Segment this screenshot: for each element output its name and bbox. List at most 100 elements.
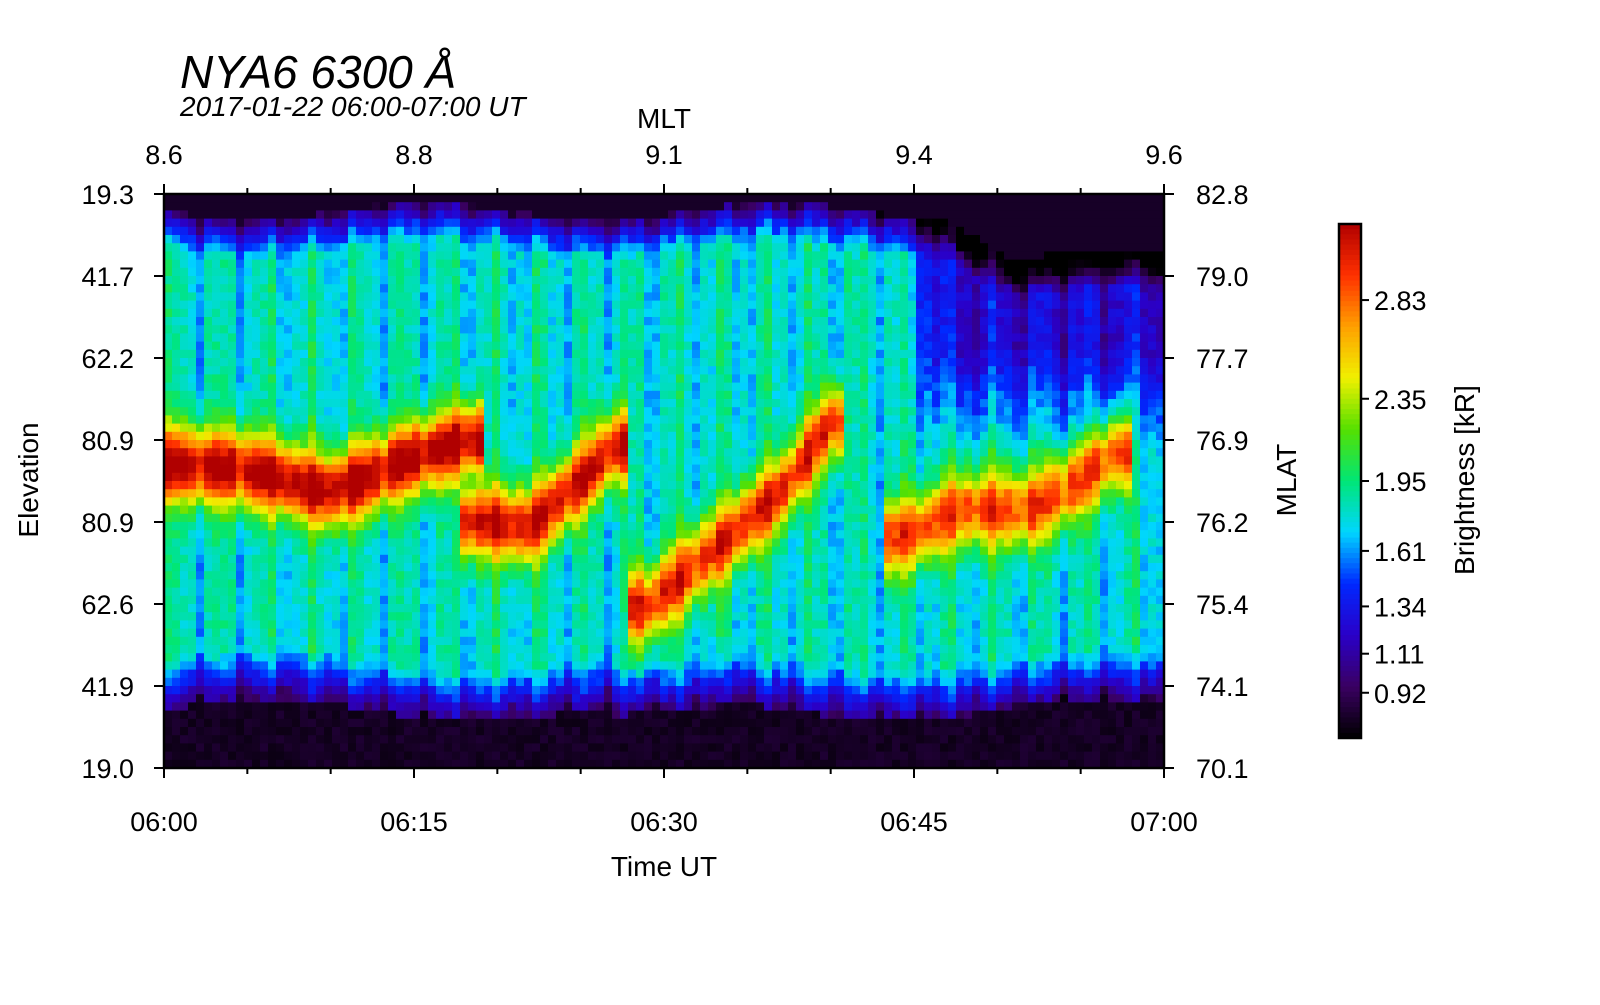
- colorbar-segment: [1339, 568, 1361, 574]
- colorbar-segment: [1339, 507, 1361, 513]
- x-tick-label: 07:00: [1130, 807, 1198, 837]
- y-tick-label: 80.9: [81, 508, 134, 538]
- colorbar: 2.832.351.951.611.341.110.92: [1339, 224, 1427, 739]
- colorbar-segment: [1339, 681, 1361, 687]
- colorbar-segment: [1339, 553, 1361, 559]
- colorbar-segment: [1339, 445, 1361, 451]
- x-axis-title: Time UT: [611, 851, 717, 882]
- colorbar-segment: [1339, 250, 1361, 256]
- colorbar-segment: [1339, 347, 1361, 353]
- y-tick-label: 41.7: [81, 262, 134, 292]
- colorbar-tick-label: 1.95: [1374, 467, 1427, 497]
- x2-tick-label: 9.4: [895, 140, 933, 170]
- colorbar-segment: [1339, 383, 1361, 389]
- colorbar-segment: [1339, 419, 1361, 425]
- colorbar-segment: [1339, 424, 1361, 430]
- colorbar-segment: [1339, 697, 1361, 703]
- x2-tick-label: 9.6: [1145, 140, 1183, 170]
- colorbar-segment: [1339, 543, 1361, 549]
- colorbar-segment: [1339, 589, 1361, 595]
- colorbar-segment: [1339, 255, 1361, 261]
- colorbar-segment: [1339, 496, 1361, 502]
- x2-tick-label: 8.6: [145, 140, 183, 170]
- colorbar-segment: [1339, 322, 1361, 328]
- colorbar-segment: [1339, 630, 1361, 636]
- colorbar-segment: [1339, 270, 1361, 276]
- colorbar-segment: [1339, 301, 1361, 307]
- colorbar-tick-label: 1.34: [1374, 592, 1427, 622]
- colorbar-segment: [1339, 245, 1361, 251]
- colorbar-segment: [1339, 635, 1361, 641]
- colorbar-segment: [1339, 296, 1361, 302]
- colorbar-segment: [1339, 234, 1361, 240]
- colorbar-segment: [1339, 291, 1361, 297]
- colorbar-segment: [1339, 337, 1361, 343]
- colorbar-segment: [1339, 430, 1361, 436]
- colorbar-segment: [1339, 260, 1361, 266]
- x-tick-label: 06:15: [380, 807, 448, 837]
- colorbar-segment: [1339, 707, 1361, 713]
- colorbar-segment: [1339, 281, 1361, 287]
- colorbar-segment: [1339, 512, 1361, 518]
- colorbar-segment: [1339, 466, 1361, 472]
- colorbar-segment: [1339, 440, 1361, 446]
- colorbar-segment: [1339, 388, 1361, 394]
- colorbar-segment: [1339, 538, 1361, 544]
- y-tick-label: 19.0: [81, 754, 134, 784]
- colorbar-segment: [1339, 671, 1361, 677]
- colorbar-segment: [1339, 620, 1361, 626]
- colorbar-segment: [1339, 414, 1361, 420]
- colorbar-segment: [1339, 404, 1361, 410]
- y2-axis-title: MLAT: [1271, 444, 1302, 517]
- colorbar-segment: [1339, 563, 1361, 569]
- colorbar-segment: [1339, 409, 1361, 415]
- colorbar-segment: [1339, 527, 1361, 533]
- colorbar-segment: [1339, 625, 1361, 631]
- y2-tick-label: 75.4: [1196, 590, 1249, 620]
- x-tick-label: 06:00: [130, 807, 198, 837]
- colorbar-segment: [1339, 692, 1361, 698]
- colorbar-segment: [1339, 476, 1361, 482]
- colorbar-segment: [1339, 594, 1361, 600]
- colorbar-segment: [1339, 399, 1361, 405]
- colorbar-segment: [1339, 363, 1361, 369]
- colorbar-segment: [1339, 368, 1361, 374]
- colorbar-tick-label: 2.35: [1374, 385, 1427, 415]
- x-tick-label: 06:45: [880, 807, 948, 837]
- colorbar-segment: [1339, 676, 1361, 682]
- colorbar-segment: [1339, 311, 1361, 317]
- y2-tick-label: 70.1: [1196, 754, 1249, 784]
- colorbar-segment: [1339, 491, 1361, 497]
- colorbar-segment: [1339, 532, 1361, 538]
- colorbar-segment: [1339, 579, 1361, 585]
- x-tick-label: 06:30: [630, 807, 698, 837]
- heatmap-plot: [164, 194, 1165, 769]
- colorbar-segment: [1339, 502, 1361, 508]
- colorbar-segment: [1339, 558, 1361, 564]
- y-tick-label: 41.9: [81, 672, 134, 702]
- colorbar-segment: [1339, 239, 1361, 245]
- x2-axis-title: MLT: [637, 103, 691, 134]
- x2-tick-label: 8.8: [395, 140, 433, 170]
- colorbar-segment: [1339, 373, 1361, 379]
- colorbar-segment: [1339, 548, 1361, 554]
- colorbar-segment: [1339, 702, 1361, 708]
- colorbar-segment: [1339, 656, 1361, 662]
- y-tick-label: 19.3: [81, 180, 134, 210]
- colorbar-segment: [1339, 661, 1361, 667]
- colorbar-segment: [1339, 435, 1361, 441]
- colorbar-segment: [1339, 317, 1361, 323]
- y-tick-label: 80.9: [81, 426, 134, 456]
- colorbar-segment: [1339, 460, 1361, 466]
- colorbar-tick-label: 2.83: [1374, 286, 1427, 316]
- colorbar-title: Brightness [kR]: [1449, 385, 1480, 575]
- colorbar-segment: [1339, 394, 1361, 400]
- colorbar-segment: [1339, 353, 1361, 359]
- y2-tick-label: 82.8: [1196, 180, 1249, 210]
- colorbar-segment: [1339, 265, 1361, 271]
- colorbar-segment: [1339, 717, 1361, 723]
- colorbar-segment: [1339, 723, 1361, 729]
- colorbar-segment: [1339, 378, 1361, 384]
- colorbar-segment: [1339, 229, 1361, 235]
